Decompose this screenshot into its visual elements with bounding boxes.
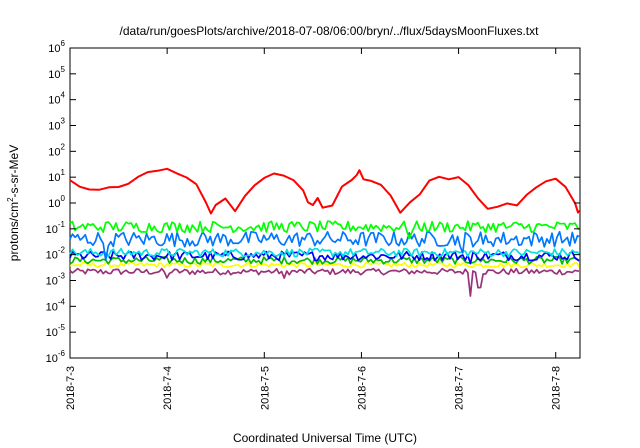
x-tick-label: 2018-7-7 <box>454 366 466 410</box>
y-tick-label: 10-6 <box>46 349 66 365</box>
x-tick-label: 2018-7-3 <box>65 366 77 410</box>
y-tick-label-exponent: 6 <box>61 39 66 48</box>
y-tick-label-base: 10 <box>48 121 60 133</box>
y-tick-label: 103 <box>48 117 65 133</box>
y-tick-label-exponent: 3 <box>61 117 66 126</box>
y-tick-label: 102 <box>48 142 65 158</box>
series-line <box>69 220 580 240</box>
y-tick-label: 101 <box>48 168 65 184</box>
y-tick-label: 106 <box>48 39 65 55</box>
y-tick-label-base: 10 <box>46 224 58 236</box>
y-axis-label: protons/cm2-s-sr-MeV <box>6 145 21 261</box>
x-tick-label: 2018-7-8 <box>551 366 563 410</box>
y-tick-label: 104 <box>48 91 65 107</box>
y-tick-label: 10-3 <box>46 272 66 288</box>
y-tick-label-exponent: 4 <box>61 91 66 100</box>
x-tick-label: 2018-7-5 <box>259 366 271 410</box>
y-axis-label-unit: -s-sr-MeV <box>7 145 21 198</box>
y-tick-label-base: 10 <box>48 198 60 210</box>
y-tick-label-exponent: -4 <box>58 297 66 306</box>
y-tick-label-exponent: 5 <box>61 65 66 74</box>
y-tick-label: 10-2 <box>46 246 66 262</box>
x-tick-label: 2018-7-6 <box>356 366 368 410</box>
y-tick-label: 100 <box>48 194 65 210</box>
series-line <box>69 267 580 297</box>
y-tick-label-base: 10 <box>48 43 60 55</box>
y-tick-label: 10-1 <box>46 220 66 236</box>
y-tick-label-base: 10 <box>48 95 60 107</box>
series-line <box>69 230 580 262</box>
plot-frame <box>69 47 581 359</box>
y-tick-label-base: 10 <box>46 327 58 339</box>
y-tick-label-exponent: -2 <box>58 246 66 255</box>
y-tick-label-exponent: 1 <box>61 168 66 177</box>
y-tick-label-base: 10 <box>46 353 58 365</box>
x-tick-label: 2018-7-4 <box>162 366 174 410</box>
series-line <box>69 167 580 215</box>
x-axis-label: Coordinated Universal Time (UTC) <box>233 431 417 445</box>
y-tick-label-base: 10 <box>46 301 58 313</box>
y-tick-label-base: 10 <box>48 146 60 158</box>
y-tick-label: 10-4 <box>46 297 66 313</box>
series-line <box>69 255 580 265</box>
y-tick-label-exponent: -1 <box>58 220 66 229</box>
series-layer <box>69 167 580 297</box>
y-tick-label-exponent: 2 <box>61 142 66 151</box>
y-tick-label-base: 10 <box>48 69 60 81</box>
y-tick-label-base: 10 <box>48 172 60 184</box>
y-tick-label: 105 <box>48 65 65 81</box>
y-tick-label-base: 10 <box>46 276 58 288</box>
y-tick-label-exponent: -3 <box>58 272 66 281</box>
y-axis-label-superscript: 2 <box>6 197 15 202</box>
y-tick-label-exponent: -6 <box>58 349 66 358</box>
chart-title: /data/run/goesPlots/archive/2018-07-08/0… <box>120 24 540 38</box>
y-tick-label-exponent: -5 <box>58 323 66 332</box>
axis-layer: 10-610-510-410-310-210-11001011021031041… <box>46 39 580 410</box>
y-tick-label-exponent: 0 <box>61 194 66 203</box>
y-tick-label-base: 10 <box>46 250 58 262</box>
series-line <box>69 247 580 258</box>
series-line <box>69 261 580 269</box>
y-tick-label: 10-5 <box>46 323 66 339</box>
y-axis-label-text: protons/cm <box>7 202 21 261</box>
